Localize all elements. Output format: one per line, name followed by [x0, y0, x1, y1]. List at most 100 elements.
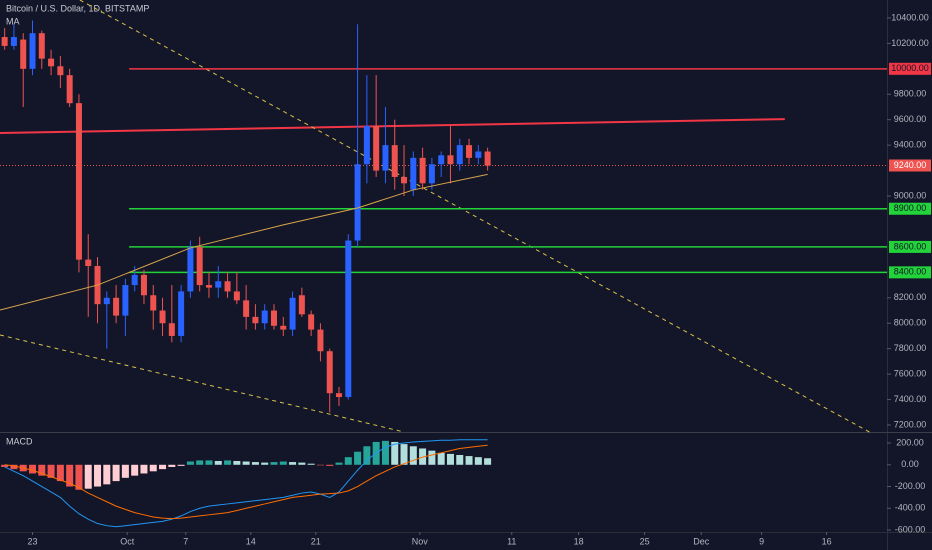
x-tick-label: Nov: [412, 536, 429, 546]
candle-body: [122, 285, 129, 316]
y-tick-label: 9600.00: [894, 114, 927, 124]
histogram-bar: [112, 464, 120, 482]
x-tick-label: 18: [574, 536, 584, 546]
y-tick-label: -400.00: [895, 503, 926, 513]
y-tick-label: 7400.00: [894, 394, 927, 404]
candle-body: [1, 37, 8, 46]
x-tick-label: 9: [759, 536, 764, 546]
histogram-bar: [66, 464, 74, 487]
histogram-bar: [10, 464, 18, 470]
macd-line: [4, 444, 488, 520]
candle-body: [401, 176, 408, 184]
candle-body: [85, 259, 92, 266]
candle-body: [261, 310, 268, 324]
candle-body: [131, 274, 138, 286]
candle-body: [252, 316, 259, 324]
y-tick-label: 7600.00: [894, 368, 927, 378]
y-tick-label: 7800.00: [894, 343, 927, 353]
histogram-bar: [177, 464, 185, 466]
x-tick-label: 21: [311, 536, 321, 546]
histogram-bar: [205, 460, 213, 465]
candle-body: [438, 155, 445, 165]
histogram-bar: [159, 464, 167, 470]
candle-body: [391, 145, 398, 177]
candle-body: [187, 246, 194, 292]
histogram-bar: [437, 452, 445, 465]
histogram-bar: [103, 464, 111, 485]
level-label: 8400.00: [894, 267, 927, 277]
x-tick-label: 23: [28, 536, 38, 546]
histogram-bar: [233, 460, 241, 465]
histogram-bar: [419, 448, 427, 465]
macd-title: MACD: [6, 436, 33, 446]
trendline: [0, 118, 785, 135]
candle-body: [103, 297, 110, 305]
candle-body: [57, 66, 64, 76]
candle-body: [150, 295, 157, 311]
candle-body: [205, 285, 212, 288]
histogram-bar: [465, 456, 473, 465]
histogram-bar: [94, 464, 102, 487]
candle-body: [29, 33, 36, 69]
candle-body: [113, 297, 120, 316]
histogram-bar: [400, 444, 408, 465]
candle-body: [382, 145, 389, 171]
x-tick-label: 7: [183, 536, 188, 546]
x-tick-label: 25: [640, 536, 650, 546]
histogram-bar: [186, 461, 194, 465]
histogram-bar: [484, 458, 492, 465]
histogram-bar: [196, 460, 204, 465]
x-tick-label: Dec: [693, 536, 710, 546]
histogram-bar: [140, 464, 148, 474]
histogram-bar: [149, 464, 157, 472]
x-tick-label: 14: [246, 536, 256, 546]
last-price-tag: [889, 159, 931, 172]
candle-body: [75, 103, 82, 260]
candle-body: [196, 246, 203, 286]
x-tick-label: 11: [507, 536, 516, 546]
y-tick-label: 10200.00: [891, 38, 929, 48]
y-tick-label: 0.00: [901, 459, 919, 469]
histogram-bar: [335, 462, 343, 465]
candle-body: [456, 145, 463, 165]
candle-body: [215, 281, 222, 288]
candle-body: [159, 310, 166, 324]
y-tick-label: 7200.00: [894, 419, 927, 429]
histogram-bar: [344, 457, 352, 465]
candle-body: [38, 33, 45, 59]
histogram-bar: [289, 462, 297, 465]
candle-body: [326, 351, 333, 394]
level-label: 8900.00: [894, 203, 927, 213]
histogram-bar: [326, 464, 334, 466]
histogram-bar: [298, 462, 306, 465]
x-tick-label: Oct: [120, 536, 135, 546]
histogram-bar: [270, 462, 278, 465]
y-tick-label: 8000.00: [894, 318, 927, 328]
histogram-bar: [428, 450, 436, 465]
x-tick-label: 16: [822, 536, 832, 546]
histogram-bar: [29, 464, 37, 474]
histogram-bar: [474, 457, 482, 465]
candle-body: [336, 393, 343, 398]
candle-body: [373, 126, 380, 171]
level-label: 10000.00: [891, 63, 929, 73]
macd-line: [4, 439, 488, 528]
histogram-bar: [1, 464, 9, 467]
histogram-bar: [251, 462, 259, 465]
trendline: [79, 0, 870, 433]
histogram-bar: [56, 464, 64, 482]
histogram-bar: [354, 451, 362, 465]
histogram-bar: [446, 453, 454, 465]
histogram-bar: [224, 460, 232, 465]
candle-body: [48, 58, 55, 67]
level-tag: [889, 266, 931, 279]
candle-body: [224, 281, 231, 292]
candle-body: [419, 157, 426, 184]
y-tick-label: 9400.00: [894, 140, 927, 150]
candle-body: [484, 151, 491, 166]
histogram-bar: [381, 440, 389, 465]
chart-title: Bitcoin / U.S. Dollar, 1D, BITSTAMP: [6, 3, 149, 13]
level-tag: [889, 240, 931, 253]
